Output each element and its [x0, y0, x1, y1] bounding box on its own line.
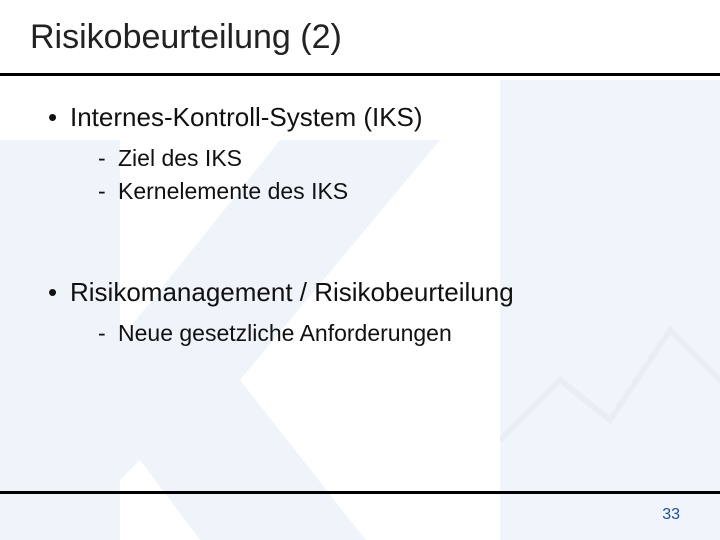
- vertical-spacer: [30, 243, 690, 277]
- list-item: Internes-Kontroll-System (IKS) Ziel des …: [48, 102, 690, 229]
- slide: Risikobeurteilung (2) Internes-Kontroll-…: [0, 0, 720, 540]
- list-item-text: Neue gesetzliche Anforderungen: [118, 320, 452, 346]
- footer-rule: [0, 491, 720, 494]
- list-item-text: Kernelemente des IKS: [118, 178, 348, 204]
- bullet-list-level1: Internes-Kontroll-System (IKS) Ziel des …: [30, 102, 690, 229]
- bullet-list-level2: Ziel des IKS Kernelemente des IKS: [70, 133, 690, 229]
- bullet-list-level2: Neue gesetzliche Anforderungen: [70, 308, 690, 371]
- title-region: Risikobeurteilung (2): [0, 0, 720, 67]
- list-item-text: Ziel des IKS: [118, 145, 242, 171]
- list-item-text: Risikomanagement / Risikobeurteilung: [70, 277, 514, 307]
- list-item: Neue gesetzliche Anforderungen: [98, 320, 690, 347]
- list-item-text: Internes-Kontroll-System (IKS): [70, 102, 423, 132]
- content-region: Internes-Kontroll-System (IKS) Ziel des …: [0, 76, 720, 371]
- slide-title: Risikobeurteilung (2): [30, 18, 690, 57]
- list-item: Risikomanagement / Risikobeurteilung Neu…: [48, 277, 690, 371]
- bullet-list-level1: Risikomanagement / Risikobeurteilung Neu…: [30, 277, 690, 371]
- list-item: Ziel des IKS: [98, 145, 690, 172]
- page-number: 33: [662, 506, 680, 524]
- list-item: Kernelemente des IKS: [98, 178, 690, 205]
